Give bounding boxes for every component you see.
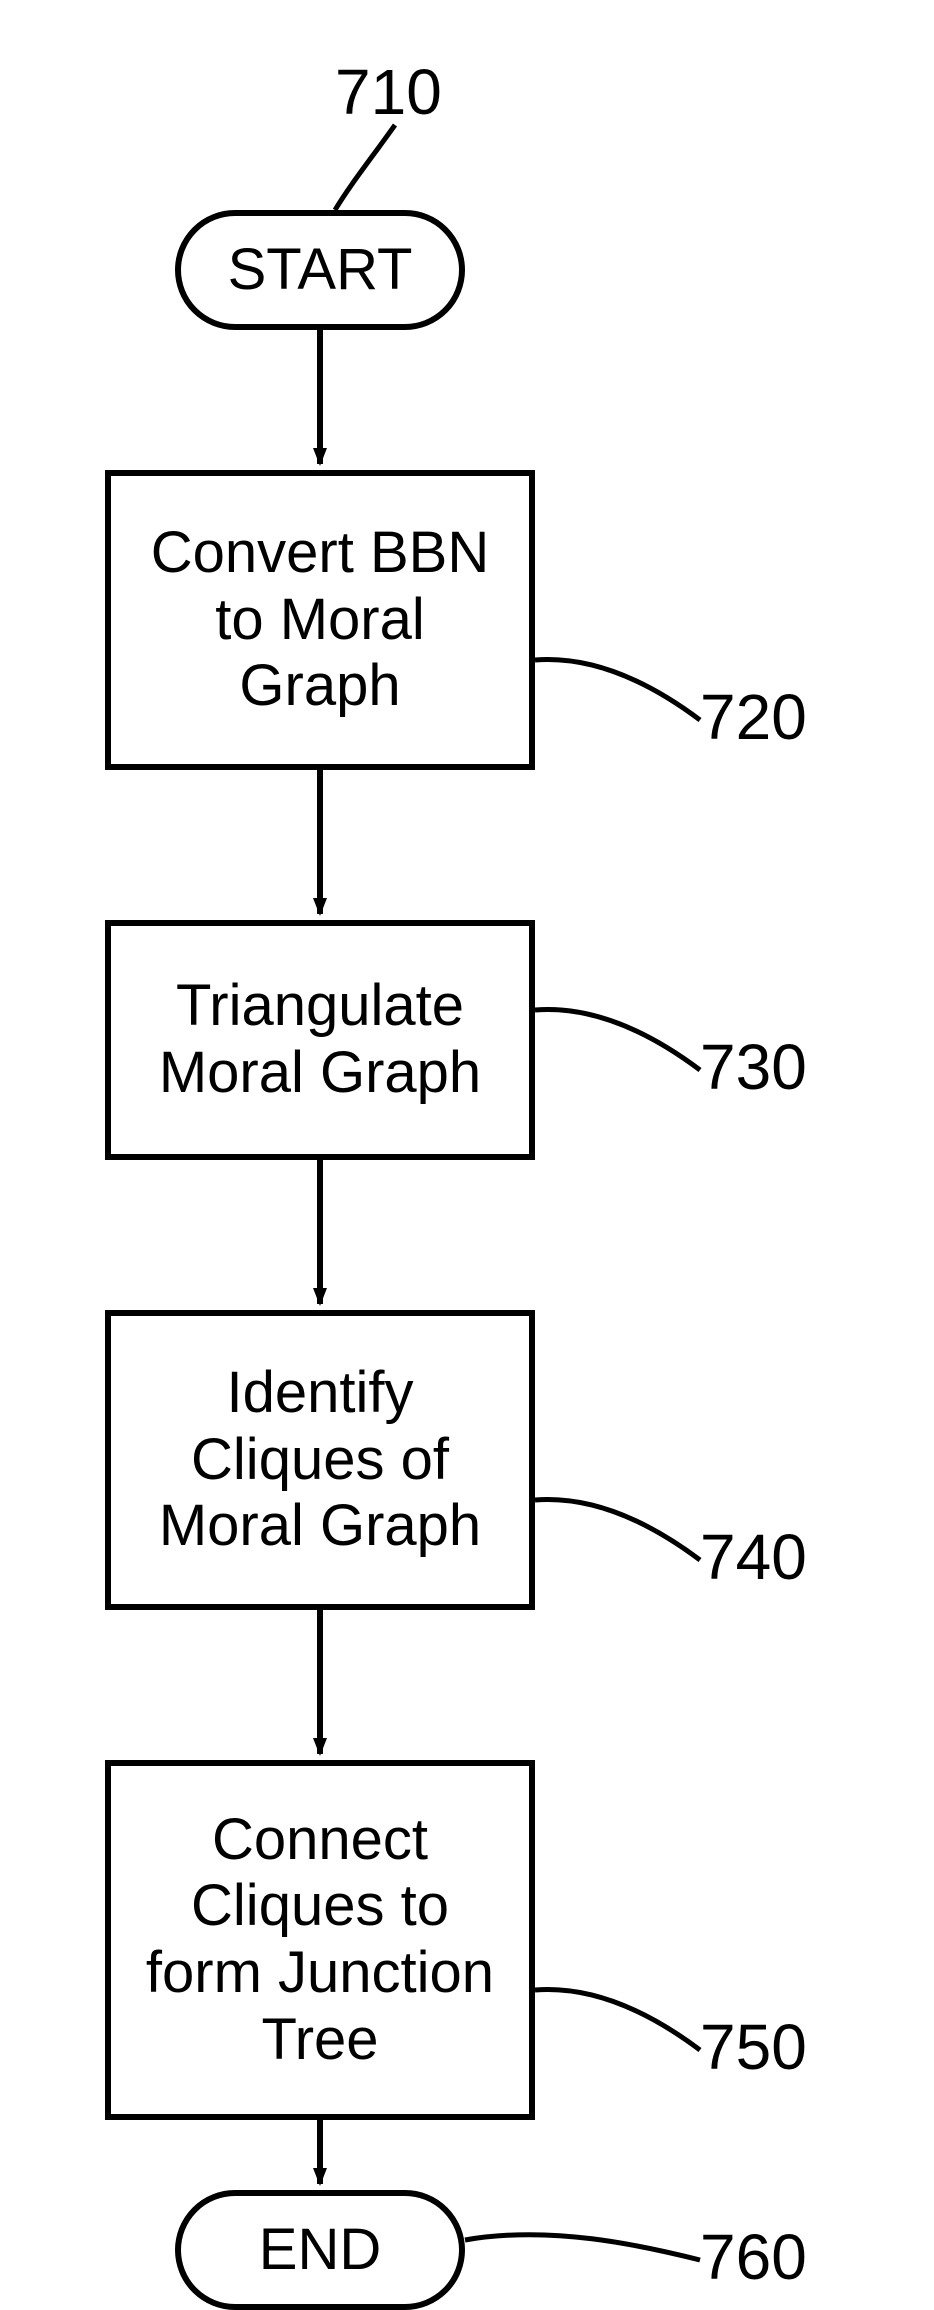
leader-710 — [335, 125, 395, 210]
ref-760: 760 — [700, 2220, 807, 2294]
node-start-label: START — [228, 237, 413, 304]
leader-730 — [535, 1010, 700, 1070]
leader-750 — [535, 1990, 700, 2050]
leader-720 — [535, 660, 700, 720]
node-identify: IdentifyCliques ofMoral Graph — [105, 1310, 535, 1610]
node-end-label: END — [259, 2217, 381, 2284]
node-connect-label: ConnectCliques toform JunctionTree — [146, 1807, 494, 2074]
node-connect: ConnectCliques toform JunctionTree — [105, 1760, 535, 2120]
ref-730: 730 — [700, 1030, 807, 1104]
flowchart-container: START Convert BBNto MoralGraph Triangula… — [0, 0, 934, 2308]
node-triangulate: TriangulateMoral Graph — [105, 920, 535, 1160]
node-triangulate-label: TriangulateMoral Graph — [159, 973, 481, 1106]
node-end: END — [175, 2190, 465, 2310]
ref-740: 740 — [700, 1520, 807, 1594]
leader-760 — [465, 2235, 700, 2260]
ref-720: 720 — [700, 680, 807, 754]
node-convert-label: Convert BBNto MoralGraph — [151, 520, 489, 720]
ref-710: 710 — [335, 55, 442, 129]
ref-750: 750 — [700, 2010, 807, 2084]
node-identify-label: IdentifyCliques ofMoral Graph — [159, 1360, 481, 1560]
node-start: START — [175, 210, 465, 330]
leader-740 — [535, 1500, 700, 1560]
node-convert: Convert BBNto MoralGraph — [105, 470, 535, 770]
